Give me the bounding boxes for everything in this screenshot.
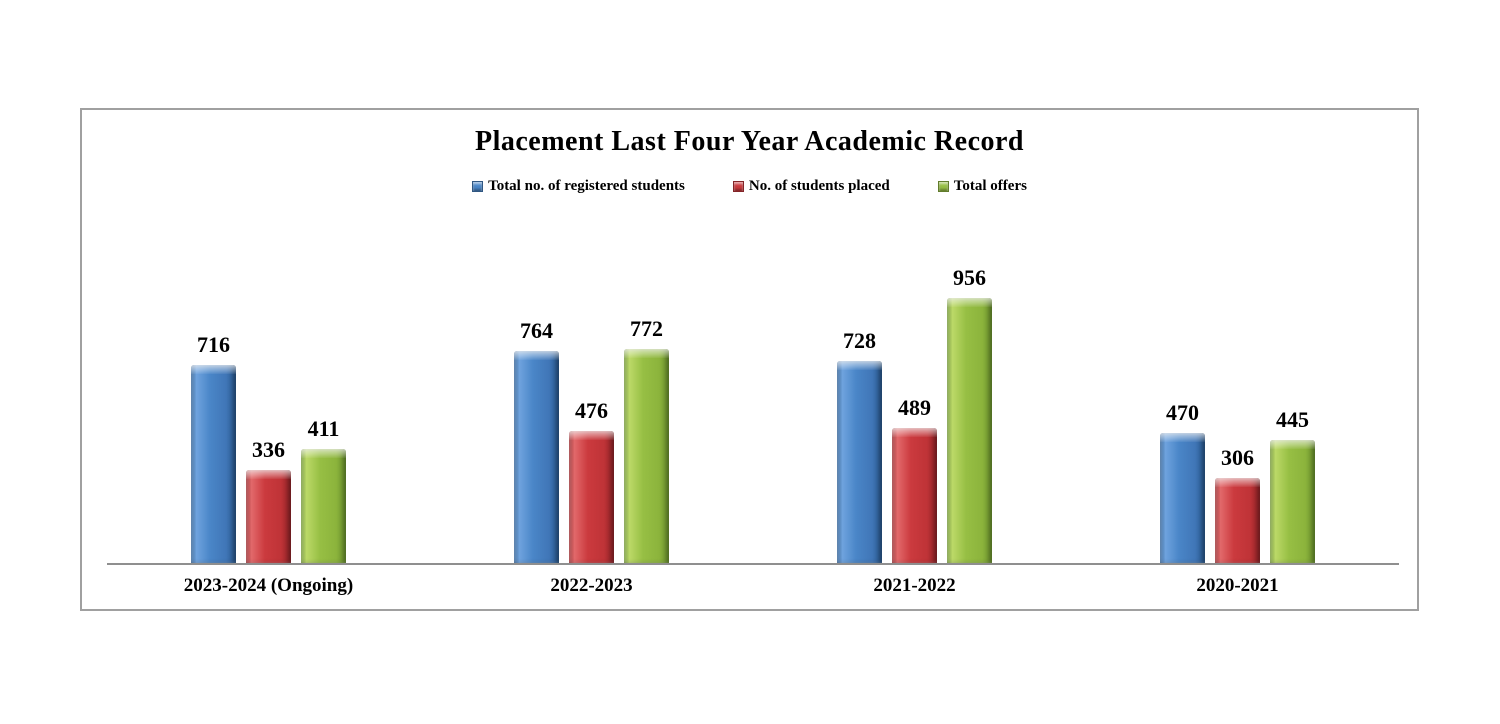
data-label: 489 [898, 395, 931, 420]
bar [301, 449, 346, 563]
x-axis-category-label: 2022-2023 [550, 575, 633, 596]
bar-group: 716 336 411 [107, 110, 430, 563]
bar [1270, 440, 1315, 563]
data-label: 336 [252, 437, 285, 462]
legend-label: Total offers [953, 178, 1027, 194]
data-label: 764 [520, 318, 553, 343]
plot-area: 716 336 411 764 476 772 728 489 956 470 306 445 [107, 110, 1399, 565]
chart-frame: Placement Last Four Year Academic Record… [80, 108, 1419, 611]
x-axis-category-label: 2020-2021 [1196, 575, 1279, 596]
legend-item: Total offers [937, 178, 1027, 195]
data-label: 470 [1166, 400, 1199, 425]
x-axis-labels: 2023-2024 (Ongoing) 2022-2023 2021-2022 202… [107, 575, 1399, 597]
data-label: 306 [1221, 445, 1254, 470]
bar [1215, 478, 1260, 563]
x-axis-category-label: 2023-2024 (Ongoing) [183, 575, 354, 596]
data-label: 728 [843, 328, 876, 353]
legend-marker-icon [732, 181, 744, 192]
data-label: 476 [575, 398, 608, 423]
bar-group: 764 476 772 [430, 110, 753, 563]
bar [514, 351, 559, 563]
data-label: 956 [953, 265, 986, 290]
bar-column: 445 [1270, 409, 1315, 563]
legend-item: Total no. of registered students [472, 178, 685, 195]
bar [1160, 433, 1205, 563]
data-label: 411 [307, 416, 340, 441]
data-label: 716 [197, 332, 230, 357]
bar [947, 298, 992, 563]
bar [624, 349, 669, 563]
legend-marker-icon [472, 181, 484, 192]
bar [837, 361, 882, 563]
bar-column: 772 [624, 318, 669, 563]
bar-column: 336 [246, 439, 291, 563]
bar [246, 470, 291, 563]
bar [569, 431, 614, 563]
legend-marker-icon [937, 181, 949, 192]
bar-column: 470 [1160, 402, 1205, 563]
bar-group: 470 306 445 [1076, 110, 1399, 563]
bar-column: 728 [837, 330, 882, 563]
data-label: 772 [630, 316, 663, 341]
bar-group: 728 489 956 [753, 110, 1076, 563]
bar-column: 764 [514, 320, 559, 563]
chart-legend: Total no. of registered students No. of s… [82, 178, 1417, 195]
bar-column: 956 [947, 267, 992, 563]
legend-label: No. of students placed [748, 178, 890, 194]
bar-column: 716 [191, 334, 236, 563]
bar-column: 489 [892, 397, 937, 563]
x-axis-category-label: 2021-2022 [873, 575, 956, 596]
data-label: 445 [1276, 407, 1309, 432]
bar-column: 306 [1215, 447, 1260, 563]
chart-title: Placement Last Four Year Academic Record [474, 126, 1025, 157]
bar [892, 428, 937, 563]
bar-column: 411 [301, 418, 346, 563]
bar-column: 476 [569, 400, 614, 563]
legend-item: No. of students placed [732, 178, 890, 195]
bar [191, 365, 236, 563]
legend-label: Total no. of registered students [488, 178, 685, 194]
